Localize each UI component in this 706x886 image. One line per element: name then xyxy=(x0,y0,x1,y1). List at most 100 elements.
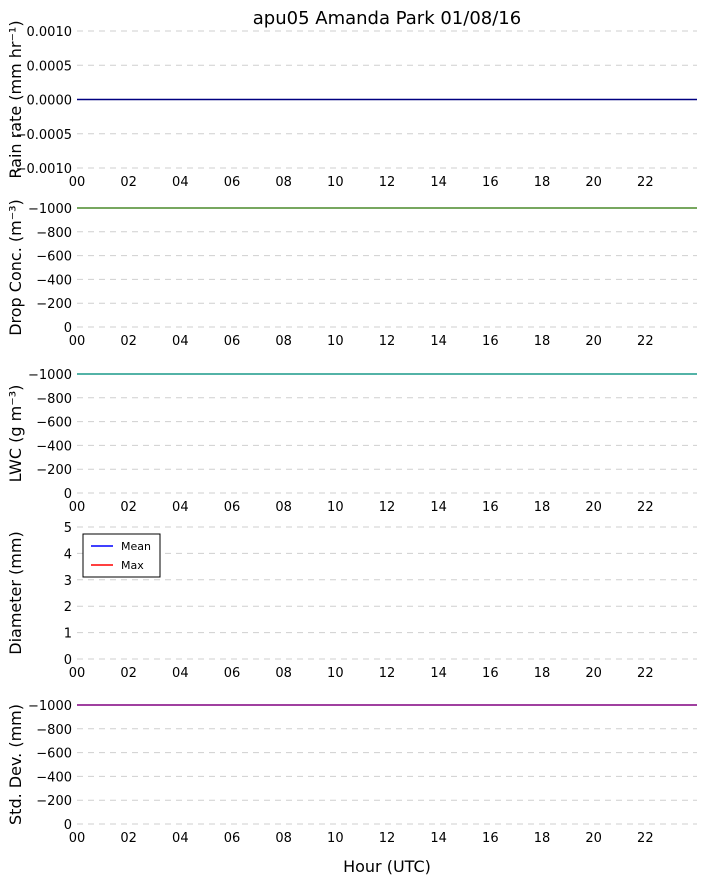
y-tick-label: 4 xyxy=(64,547,72,562)
x-tick-label: 04 xyxy=(172,500,189,515)
y-tick-label: −600 xyxy=(36,416,72,431)
legend-entry: Mean xyxy=(121,540,151,553)
x-tick-label: 22 xyxy=(637,334,654,349)
x-tick-label: 22 xyxy=(637,175,654,190)
y-tick-label: −1000 xyxy=(28,202,72,217)
x-tick-label: 10 xyxy=(327,500,344,515)
panel-3: −1000 −800 −600 −400 −200 000 02 04 06 08 10 12 14 16… xyxy=(6,368,697,515)
legend-entry: Max xyxy=(121,559,144,572)
x-tick-label: 22 xyxy=(637,831,654,846)
x-tick-label: 20 xyxy=(585,666,602,681)
x-tick-label: 22 xyxy=(637,500,654,515)
x-tick-label: 06 xyxy=(224,666,241,681)
x-tick-label: 20 xyxy=(585,175,602,190)
x-tick-label: 02 xyxy=(120,831,137,846)
y-tick-label: 5 xyxy=(64,521,72,536)
x-tick-label: 00 xyxy=(69,500,86,515)
x-tick-label: 16 xyxy=(482,500,499,515)
y-tick-label: 0 xyxy=(64,818,72,833)
x-tick-label: 18 xyxy=(534,500,551,515)
x-tick-label: 14 xyxy=(430,666,447,681)
x-tick-label: 12 xyxy=(379,500,396,515)
x-tick-label: 16 xyxy=(482,831,499,846)
y-tick-label: 0.0000 xyxy=(27,94,73,109)
x-tick-label: 02 xyxy=(120,666,137,681)
x-tick-label: 20 xyxy=(585,500,602,515)
y-axis-label: Diameter (mm) xyxy=(6,531,25,654)
x-tick-label: 00 xyxy=(69,666,86,681)
x-tick-label: 14 xyxy=(430,831,447,846)
y-tick-label: 0 xyxy=(64,487,72,502)
x-tick-label: 10 xyxy=(327,831,344,846)
x-tick-label: 08 xyxy=(275,666,292,681)
x-tick-label: 06 xyxy=(224,175,241,190)
x-tick-label: 04 xyxy=(172,666,189,681)
y-tick-label: 0 xyxy=(64,653,72,668)
y-tick-label: 0.0005 xyxy=(27,59,73,74)
x-tick-label: 04 xyxy=(172,175,189,190)
y-axis-label: Std. Dev. (mm) xyxy=(6,704,25,825)
x-tick-label: 00 xyxy=(69,831,86,846)
x-tick-label: 02 xyxy=(120,175,137,190)
y-tick-label: −600 xyxy=(36,747,72,762)
x-tick-label: 18 xyxy=(534,334,551,349)
x-tick-label: 02 xyxy=(120,500,137,515)
y-tick-label: −200 xyxy=(36,463,72,478)
y-tick-label: 0 xyxy=(64,321,72,336)
panel-5: −1000 −800 −600 −400 −200 000 02 04 06 08 10 12 14 16… xyxy=(6,699,697,846)
x-tick-label: 18 xyxy=(534,831,551,846)
y-axis-label: Drop Conc. (m⁻³) xyxy=(6,199,25,336)
x-tick-label: 02 xyxy=(120,334,137,349)
x-tick-label: 10 xyxy=(327,175,344,190)
x-tick-label: 08 xyxy=(275,175,292,190)
x-tick-label: 08 xyxy=(275,334,292,349)
x-tick-label: 06 xyxy=(224,334,241,349)
x-tick-label: 20 xyxy=(585,334,602,349)
x-tick-label: 08 xyxy=(275,500,292,515)
legend-box xyxy=(82,533,161,578)
x-tick-label: 16 xyxy=(482,175,499,190)
x-axis-label: Hour (UTC) xyxy=(343,857,431,876)
y-tick-label: −0.0005 xyxy=(16,128,72,143)
y-tick-label: −800 xyxy=(36,723,72,738)
x-tick-label: 12 xyxy=(379,334,396,349)
y-tick-label: −1000 xyxy=(28,368,72,383)
x-tick-label: 06 xyxy=(224,831,241,846)
y-tick-label: −1000 xyxy=(28,699,72,714)
y-tick-label: −400 xyxy=(36,770,72,785)
y-tick-label: −800 xyxy=(36,226,72,241)
y-tick-label: 1 xyxy=(64,627,72,642)
x-tick-label: 14 xyxy=(430,500,447,515)
panel-2: −1000 −800 −600 −400 −200 000 02 04 06 08 10 12 14 16… xyxy=(6,199,697,349)
y-tick-label: −200 xyxy=(36,794,72,809)
y-tick-label: −0.0010 xyxy=(16,162,72,177)
y-tick-label: −600 xyxy=(36,250,72,265)
x-tick-label: 04 xyxy=(172,831,189,846)
y-tick-label: −400 xyxy=(36,273,72,288)
y-axis-label: Rain rate (mm hr⁻¹) xyxy=(6,20,25,178)
y-tick-label: −200 xyxy=(36,297,72,312)
x-tick-label: 20 xyxy=(585,831,602,846)
chart-title: apu05 Amanda Park 01/08/16 xyxy=(253,8,521,29)
x-tick-label: 22 xyxy=(637,666,654,681)
x-tick-label: 04 xyxy=(172,334,189,349)
x-tick-label: 12 xyxy=(379,666,396,681)
x-tick-label: 18 xyxy=(534,175,551,190)
x-tick-label: 14 xyxy=(430,334,447,349)
y-tick-label: 3 xyxy=(64,574,72,589)
x-tick-label: 16 xyxy=(482,334,499,349)
x-tick-label: 08 xyxy=(275,831,292,846)
y-tick-label: 2 xyxy=(64,600,72,615)
y-tick-label: −400 xyxy=(36,439,72,454)
y-tick-label: −800 xyxy=(36,392,72,407)
x-tick-label: 10 xyxy=(327,334,344,349)
x-tick-label: 10 xyxy=(327,666,344,681)
x-tick-label: 00 xyxy=(69,175,86,190)
y-tick-label: 0.0010 xyxy=(27,25,73,40)
x-tick-label: 14 xyxy=(430,175,447,190)
x-tick-label: 12 xyxy=(379,175,396,190)
